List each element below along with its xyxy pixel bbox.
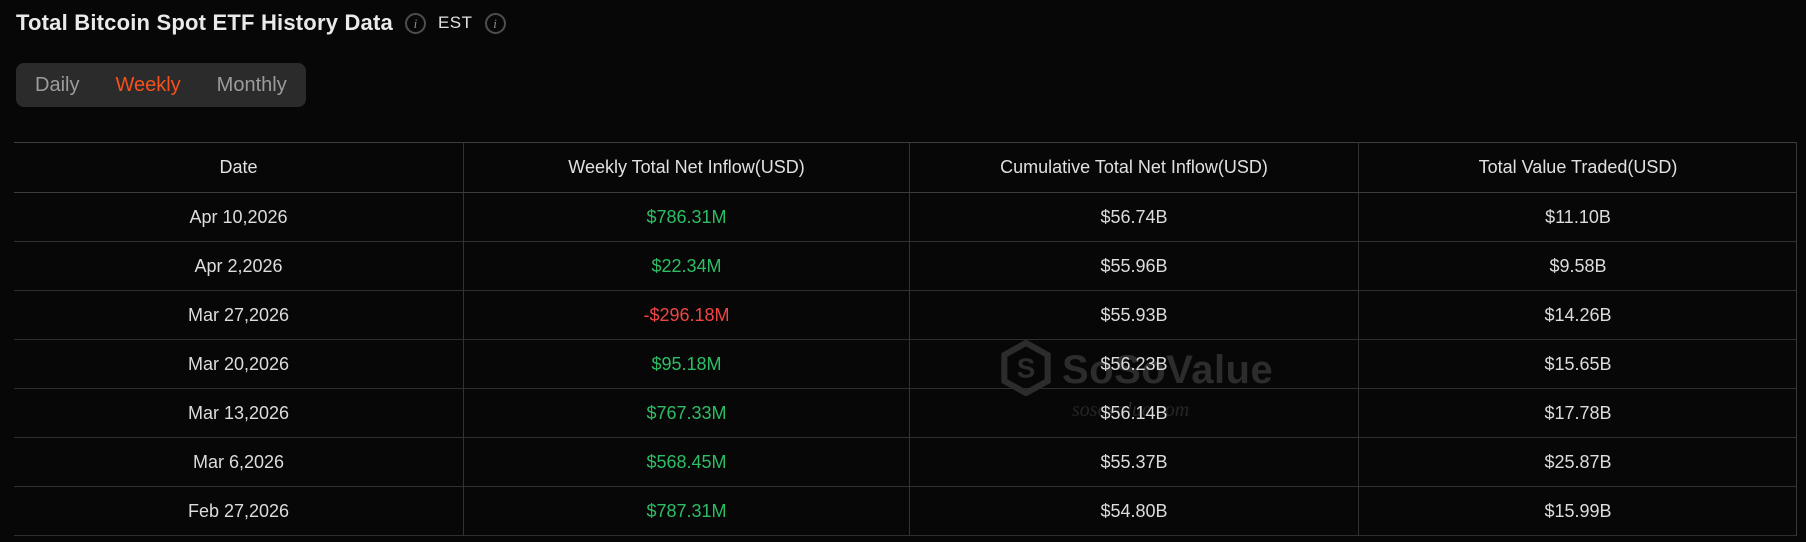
timezone-label: EST [437,13,473,32]
date-cell: Mar 20,2026 [14,340,464,388]
tab-weekly[interactable]: Weekly [115,73,181,96]
column-header-total-value-traded: Total Value Traded(USD) [1478,157,1678,177]
date-cell: Apr 2,2026 [14,242,464,290]
column-header-date: Date [14,143,464,192]
date-cell: Mar 6,2026 [14,438,464,486]
date-cell: Mar 27,2026 [14,291,464,339]
cumulative-net-inflow-cell: $56.23B [910,340,1359,388]
cumulative-net-inflow-cell: $55.96B [910,242,1359,290]
cumulative-net-inflow-cell: $55.93B [910,291,1359,339]
total-value-traded-cell: $17.78B [1544,402,1612,423]
cumulative-net-inflow-cell: $56.14B [910,389,1359,437]
table-header-row: Date Weekly Total Net Inflow(USD) Cumula… [14,143,1796,193]
weekly-net-inflow-cell: $95.18M [464,340,910,388]
weekly-net-inflow-cell: -$296.18M [464,291,910,339]
tab-daily[interactable]: Daily [35,73,80,96]
total-value-traded-cell: $15.65B [1544,353,1612,374]
column-header-weekly-net-inflow: Weekly Total Net Inflow(USD) [464,143,910,192]
total-value-traded-cell: $11.10B [1545,206,1611,227]
table-row: Apr 2,2026 $22.34M $55.96B $9.58B [14,242,1796,291]
table-row: Apr 10,2026 $786.31M $56.74B $11.10B [14,193,1796,242]
weekly-net-inflow-cell: $767.33M [464,389,910,437]
tab-monthly[interactable]: Monthly [216,73,287,96]
table-row: Feb 27,2026 $787.31M $54.80B $15.99B [14,487,1796,536]
date-cell: Feb 27,2026 [14,487,464,535]
total-value-traded-cell: $14.26B [1544,304,1612,325]
weekly-net-inflow-cell: $568.45M [464,438,910,486]
header: Total Bitcoin Spot ETF History Data i ES… [16,10,506,36]
weekly-net-inflow-cell: $786.31M [464,193,910,241]
weekly-net-inflow-cell: $22.34M [464,242,910,290]
table-row: Mar 13,2026 $767.33M $56.14B $17.78B [14,389,1796,438]
table-row: Mar 6,2026 $568.45M $55.37B $25.87B [14,438,1796,487]
table-row: Mar 27,2026 -$296.18M $55.93B $14.26B [14,291,1796,340]
weekly-net-inflow-cell: $787.31M [464,487,910,535]
table-row: Mar 20,2026 $95.18M $56.23B $15.65B [14,340,1796,389]
timezone-info-icon[interactable]: i [484,12,506,34]
date-cell: Mar 13,2026 [14,389,464,437]
info-icon[interactable]: i [404,12,426,34]
page-title: Total Bitcoin Spot ETF History Data [16,10,393,35]
total-value-traded-cell: $25.87B [1544,451,1612,472]
cumulative-net-inflow-cell: $54.80B [910,487,1359,535]
etf-history-table: Date Weekly Total Net Inflow(USD) Cumula… [14,142,1797,536]
total-value-traded-cell: $9.58B [1549,255,1607,276]
cumulative-net-inflow-cell: $56.74B [910,193,1359,241]
interval-tabs: Daily Weekly Monthly [16,63,306,107]
cumulative-net-inflow-cell: $55.37B [910,438,1359,486]
total-value-traded-cell: $15.99B [1544,500,1612,521]
column-header-cumulative-net-inflow: Cumulative Total Net Inflow(USD) [910,143,1359,192]
date-cell: Apr 10,2026 [14,193,464,241]
